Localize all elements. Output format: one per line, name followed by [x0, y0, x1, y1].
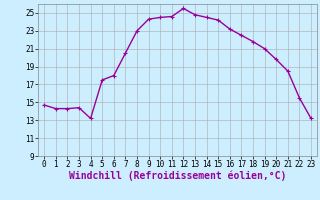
X-axis label: Windchill (Refroidissement éolien,°C): Windchill (Refroidissement éolien,°C)	[69, 171, 286, 181]
